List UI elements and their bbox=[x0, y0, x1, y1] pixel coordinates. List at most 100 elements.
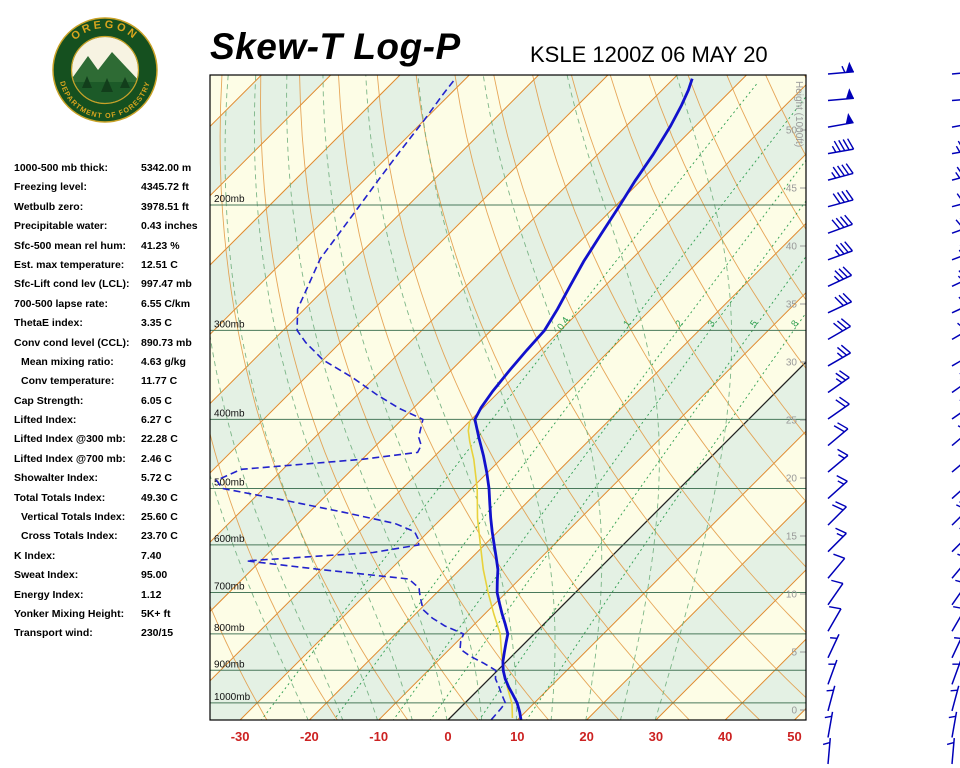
index-row: Sfc-Lift cond lev (LCL): 997.47 mb bbox=[14, 276, 210, 295]
logo-tree-icon bbox=[82, 76, 92, 88]
index-label: Conv temperature: bbox=[21, 375, 115, 388]
index-row: Conv temperature: 11.77 C bbox=[14, 373, 210, 392]
mixing-ratio-label: 1 bbox=[621, 318, 633, 329]
pressure-label: 600mb bbox=[214, 534, 245, 545]
logo-outer-gold-ring bbox=[52, 17, 158, 123]
index-row: 700-500 lapse rate: 6.55 C/km bbox=[14, 296, 210, 315]
index-row: Est. max temperature: 12.51 C bbox=[14, 257, 210, 276]
index-row: Wetbulb zero: 3978.51 ft bbox=[14, 199, 210, 218]
temp-axis-label: 0 bbox=[444, 729, 451, 744]
index-row: 1000-500 mb thick: 5342.00 m bbox=[14, 160, 210, 179]
pressure-label: 500mb bbox=[214, 477, 245, 488]
pressure-label: 200mb bbox=[214, 194, 245, 205]
index-row: Lifted Index @300 mb: 22.28 C bbox=[14, 431, 210, 450]
index-value: 1.12 bbox=[141, 588, 162, 601]
height-scale-label: 0 bbox=[791, 706, 797, 717]
index-row: Lifted Index @700 mb: 2.46 C bbox=[14, 451, 210, 470]
odf-logo: OREGON DEPARTMENT OF FORESTRY bbox=[46, 8, 164, 143]
dry-adiabats bbox=[210, 75, 806, 720]
index-value: 12.51 C bbox=[141, 258, 178, 271]
index-label: Sweat Index: bbox=[14, 569, 79, 582]
index-label: 700-500 lapse rate: bbox=[14, 297, 108, 310]
index-value: 0.43 inches bbox=[141, 220, 198, 233]
temp-axis-label: 40 bbox=[718, 729, 732, 744]
index-row: Lifted Index: 6.27 C bbox=[14, 412, 210, 431]
index-value: 6.05 C bbox=[141, 394, 172, 407]
mixing-ratio-label: 5 bbox=[748, 318, 760, 329]
index-row: Mean mixing ratio: 4.63 g/kg bbox=[14, 354, 210, 373]
profiles bbox=[215, 78, 694, 720]
index-label: Mean mixing ratio: bbox=[21, 355, 114, 368]
index-value: 5342.00 m bbox=[141, 162, 192, 174]
temp-axis-label: 10 bbox=[510, 729, 524, 744]
index-value: 3.35 C bbox=[141, 317, 172, 330]
logo-mountains bbox=[72, 52, 138, 84]
index-value: 4345.72 ft bbox=[141, 181, 189, 194]
temperature-trace bbox=[473, 78, 694, 720]
odf-logo-svg: OREGON DEPARTMENT OF FORESTRY bbox=[52, 17, 158, 123]
mixing-ratio-label: 8 bbox=[789, 318, 801, 329]
index-row: Precipitable water: 0.43 inches bbox=[14, 218, 210, 237]
pressure-label: 800mb bbox=[214, 623, 245, 634]
height-scale-label: 10 bbox=[786, 590, 798, 601]
height-scale-label: 5 bbox=[791, 648, 797, 659]
dewpoint-trace bbox=[215, 78, 507, 720]
index-value: 2.46 C bbox=[141, 452, 172, 465]
pressure-label: 1000mb bbox=[214, 692, 251, 703]
index-value: 6.55 C/km bbox=[141, 297, 191, 310]
index-label: Lifted Index @300 mb: bbox=[14, 433, 126, 446]
index-row: Yonker Mixing Height: 5K+ ft bbox=[14, 606, 210, 625]
station-time-label: KSLE 1200Z 06 MAY 20 bbox=[530, 42, 768, 67]
temp-axis-label: 20 bbox=[579, 729, 593, 744]
height-scale-label: 35 bbox=[786, 300, 798, 311]
pressure-label: 300mb bbox=[214, 319, 245, 330]
index-value: 230/15 bbox=[141, 627, 174, 640]
index-row: Cross Totals Index: 23.70 C bbox=[14, 528, 210, 547]
index-value: 49.30 C bbox=[141, 491, 178, 504]
logo-forest-scene bbox=[72, 52, 138, 103]
index-row: ThetaE index: 3.35 C bbox=[14, 315, 210, 334]
index-row: Cap Strength: 6.05 C bbox=[14, 393, 210, 412]
mixing-ratio-label: 3 bbox=[706, 318, 718, 329]
index-value: 23.70 C bbox=[141, 530, 178, 543]
height-scale-label: 25 bbox=[786, 416, 798, 427]
mixing-ratio-label: 2 bbox=[674, 318, 686, 329]
chart-border bbox=[209, 74, 807, 721]
chart-title: Skew-T Log-P bbox=[210, 26, 461, 67]
index-label: Conv cond level (CCL): bbox=[14, 336, 130, 349]
index-value: 6.27 C bbox=[141, 414, 172, 427]
index-row: Vertical Totals Index: 25.60 C bbox=[14, 509, 210, 528]
index-row: Conv cond level (CCL): 890.73 mb bbox=[14, 335, 210, 354]
index-value: 997.47 mb bbox=[141, 278, 192, 291]
wind-barb-edge-column bbox=[946, 72, 960, 765]
index-label: Transport wind: bbox=[14, 627, 93, 640]
index-label: Wetbulb zero: bbox=[14, 200, 84, 213]
index-label: Energy Index: bbox=[14, 588, 84, 601]
index-value: 890.73 mb bbox=[141, 336, 192, 349]
index-label: Yonker Mixing Height: bbox=[14, 607, 125, 620]
height-scale-label: 20 bbox=[786, 474, 798, 485]
height-scale-label: 50 bbox=[786, 126, 798, 137]
index-value: 4.63 g/kg bbox=[141, 355, 186, 368]
index-label: Total Totals Index: bbox=[14, 491, 106, 504]
indices-panel: 1000-500 mb thick: 5342.00 m Freezing leve… bbox=[14, 160, 210, 645]
index-value: 3978.51 ft bbox=[141, 200, 189, 213]
index-value: 25.60 C bbox=[141, 511, 178, 524]
index-value: 5K+ ft bbox=[141, 607, 171, 620]
temp-axis-label: -30 bbox=[231, 729, 250, 744]
index-label: Cross Totals Index: bbox=[21, 530, 118, 543]
temp-axis-label: 30 bbox=[649, 729, 663, 744]
temp-axis-label: -10 bbox=[369, 729, 388, 744]
wind-barb-column bbox=[822, 61, 855, 765]
index-label: Vertical Totals Index: bbox=[21, 511, 126, 524]
index-value: 5.72 C bbox=[141, 472, 172, 485]
index-row: Energy Index: 1.12 bbox=[14, 587, 210, 606]
height-scale-label: 40 bbox=[786, 242, 798, 253]
index-value: 95.00 bbox=[141, 569, 168, 582]
mixing-ratio-lines bbox=[260, 83, 806, 720]
temp-axis-label: -20 bbox=[300, 729, 319, 744]
pressure-lines: 200mb 300mb 400mb 500mb 600mb 700mb 800mb 900mb… bbox=[210, 194, 806, 704]
temp-axis-labels: -30 -20 -10 0 10 20 30 40 50 bbox=[231, 729, 802, 744]
